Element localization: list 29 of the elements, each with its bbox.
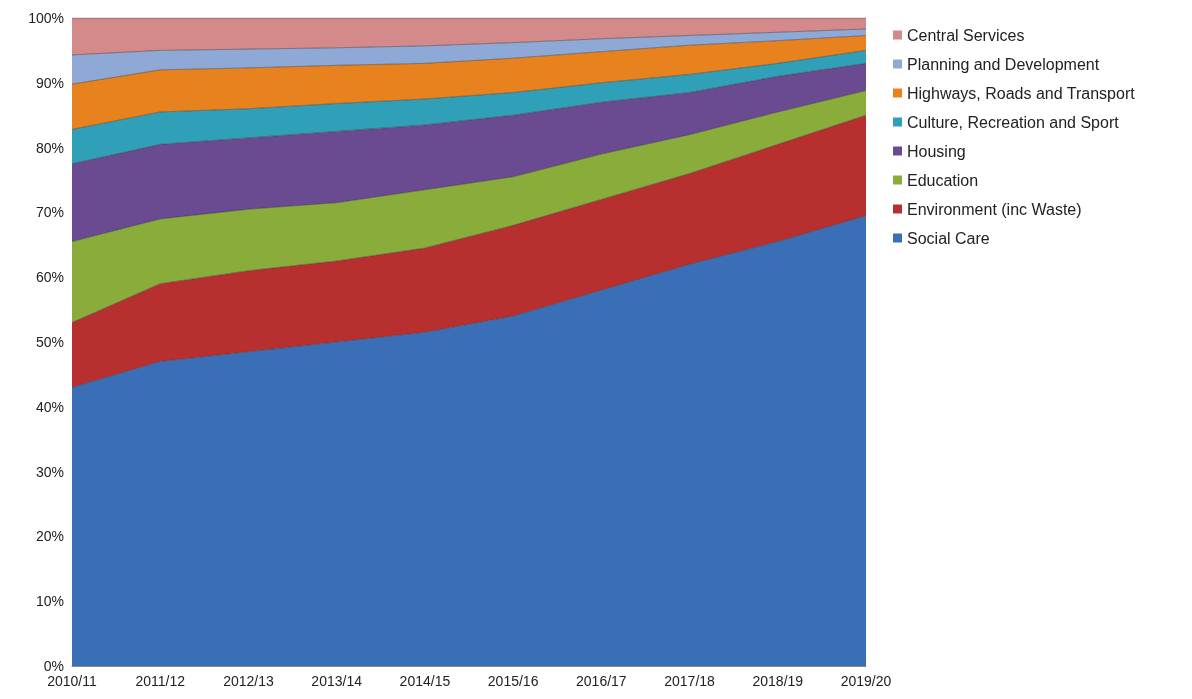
x-tick-label: 2014/15 bbox=[399, 673, 451, 689]
y-tick-label: 70% bbox=[35, 204, 64, 221]
y-tick-label: 80% bbox=[35, 139, 64, 156]
y-tick-label: 0% bbox=[43, 658, 64, 674]
x-tick-label: 2012/13 bbox=[223, 673, 274, 689]
x-tick-label: 2018/19 bbox=[752, 673, 804, 689]
y-tick-label: 90% bbox=[35, 74, 64, 91]
y-tick-label: 30% bbox=[35, 463, 64, 480]
x-tick-label: 2017/18 bbox=[664, 673, 716, 689]
legend-label: Education bbox=[907, 171, 979, 189]
y-tick-label: 10% bbox=[35, 593, 64, 610]
x-tick-label: 2019/20 bbox=[840, 673, 892, 689]
legend-label: Central Services bbox=[907, 26, 1025, 44]
y-tick-label: 40% bbox=[35, 398, 64, 415]
legend-label: Highways, Roads and Transport bbox=[907, 84, 1136, 102]
x-tick-label: 2011/12 bbox=[135, 673, 186, 689]
x-tick-label: 2016/17 bbox=[576, 673, 627, 689]
y-tick-label: 20% bbox=[35, 528, 64, 545]
legend-label: Planning and Development bbox=[907, 55, 1100, 73]
y-tick-label: 100% bbox=[28, 10, 64, 26]
legend-label: Housing bbox=[907, 142, 966, 160]
x-tick-label: 2013/14 bbox=[311, 673, 363, 689]
legend-label: Environment (inc Waste) bbox=[907, 200, 1082, 218]
y-tick-label: 60% bbox=[35, 269, 64, 286]
legend-label: Social Care bbox=[907, 229, 990, 247]
legend-label: Culture, Recreation and Sport bbox=[907, 113, 1120, 131]
x-tick-label: 2015/16 bbox=[487, 673, 539, 689]
y-tick-label: 50% bbox=[35, 334, 64, 350]
x-tick-label: 2010/11 bbox=[47, 673, 97, 689]
